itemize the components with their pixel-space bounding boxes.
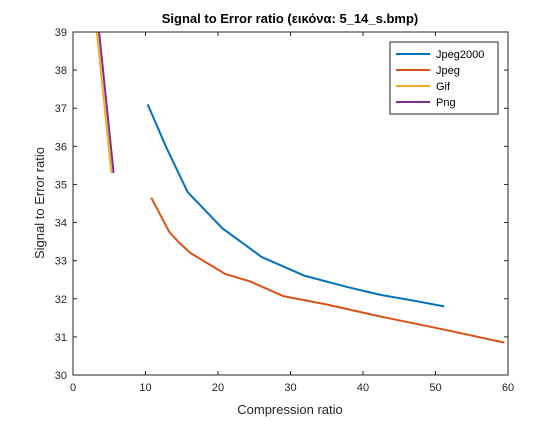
- x-tick-label: 20: [212, 382, 224, 394]
- chart-title: Signal to Error ratio (εικόνα: 5_14_s.bm…: [162, 11, 418, 26]
- y-tick-label: 39: [55, 27, 67, 39]
- x-tick-label: 50: [429, 382, 441, 394]
- x-axis: 0 10 20 30 40 50 60: [70, 32, 514, 394]
- x-tick-label: 30: [284, 382, 296, 394]
- y-tick-label: 37: [55, 103, 67, 115]
- series-line-jpeg2000: [146, 104, 445, 308]
- series-line-png: [98, 31, 115, 174]
- x-tick-label: 40: [357, 382, 369, 394]
- y-tick-label: 31: [55, 332, 67, 344]
- legend-label: Png: [436, 97, 456, 109]
- y-axis: 30 31 32 33 34 35 36 37 38 39: [55, 27, 508, 382]
- series-line-gif: [95, 31, 113, 174]
- y-tick-label: 30: [55, 370, 67, 382]
- legend-label: Gif: [436, 81, 451, 93]
- y-tick-label: 34: [55, 218, 67, 230]
- y-tick-label: 33: [55, 256, 67, 268]
- y-axis-label: Signal to Error ratio: [32, 147, 47, 259]
- legend-label: Jpeg: [436, 65, 460, 77]
- legend: Jpeg2000 Jpeg Gif Png: [389, 41, 499, 115]
- legend-label: Jpeg2000: [436, 49, 484, 61]
- series-layer: [95, 31, 505, 344]
- y-tick-label: 38: [55, 65, 67, 77]
- y-tick-label: 36: [55, 141, 67, 153]
- y-tick-label: 32: [55, 294, 67, 306]
- x-tick-label: 0: [70, 382, 76, 394]
- series-line-jpeg: [150, 197, 505, 344]
- x-tick-label: 60: [502, 382, 514, 394]
- y-tick-label: 35: [55, 179, 67, 191]
- x-tick-label: 10: [139, 382, 151, 394]
- x-axis-label: Compression ratio: [237, 402, 343, 417]
